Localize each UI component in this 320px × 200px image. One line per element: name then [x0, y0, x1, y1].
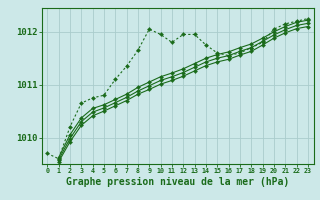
X-axis label: Graphe pression niveau de la mer (hPa): Graphe pression niveau de la mer (hPa)	[66, 177, 289, 187]
